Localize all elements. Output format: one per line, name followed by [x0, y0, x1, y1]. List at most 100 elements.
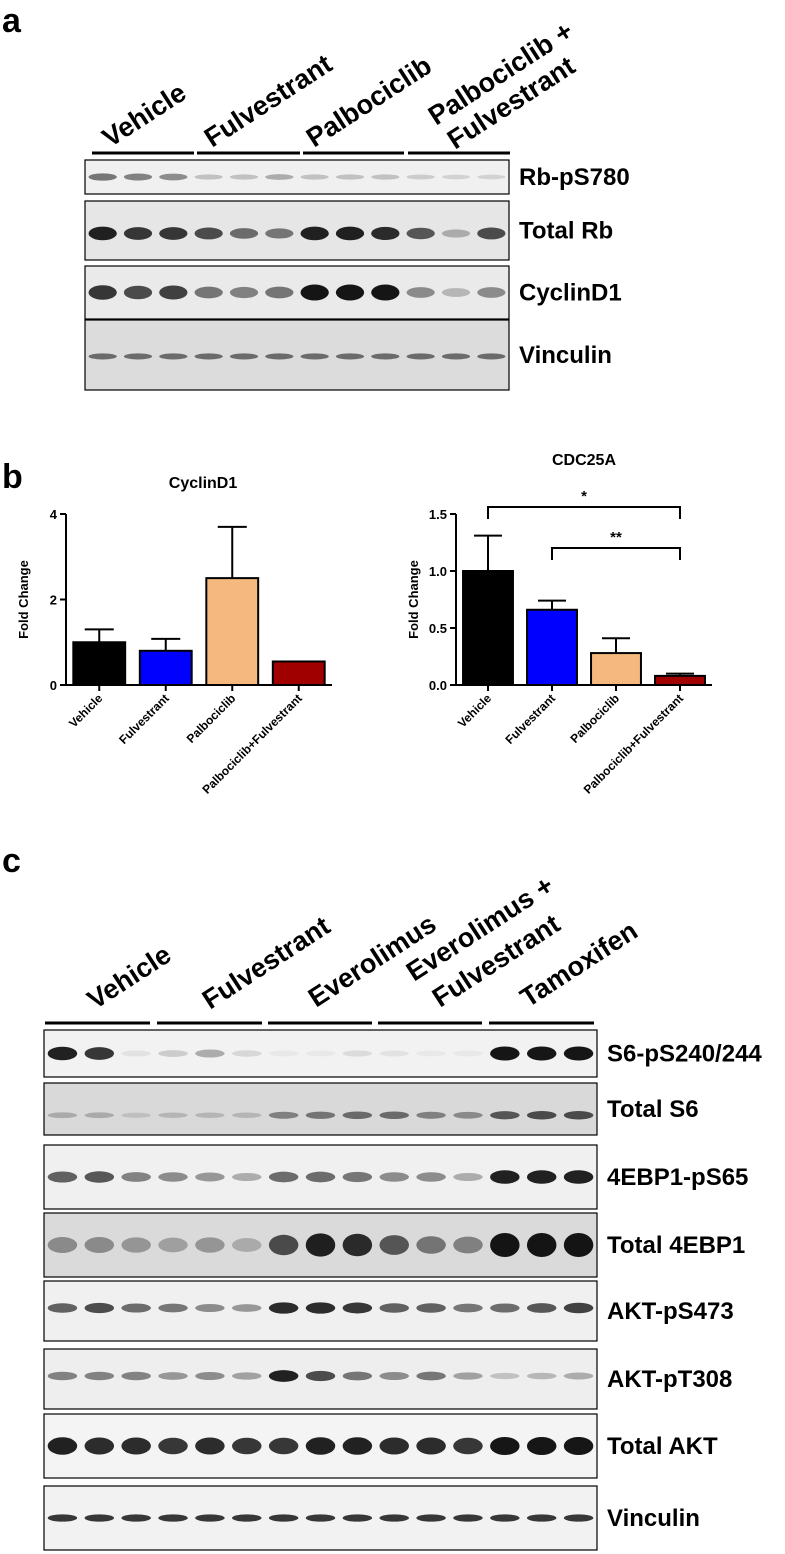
blot-band	[84, 1236, 115, 1254]
blot-band	[268, 1302, 299, 1314]
blot-band	[123, 173, 153, 181]
blot-band	[305, 1171, 336, 1183]
blot-band	[229, 228, 259, 239]
blot-band	[47, 1236, 78, 1254]
blot-band	[195, 1172, 225, 1182]
blot-band	[416, 1236, 446, 1254]
blot-band	[47, 1437, 78, 1455]
blot-band	[195, 1514, 225, 1522]
blot-band	[158, 1050, 188, 1057]
bar-palbociclib-fulvestrant	[271, 660, 326, 686]
blot-band	[477, 227, 506, 240]
blot-band	[121, 1437, 151, 1455]
blot-akt-pt308: AKT-pT308	[43, 1348, 732, 1410]
blot-band	[453, 1303, 483, 1313]
blot-band	[305, 1111, 336, 1119]
blot-band	[305, 1302, 336, 1314]
significance-bracket	[487, 506, 681, 519]
blot-frame	[84, 159, 510, 195]
blot-total-akt: Total AKT	[43, 1413, 718, 1479]
blot-band	[371, 284, 400, 301]
blot-band	[268, 1234, 299, 1256]
significance-label: *	[581, 488, 587, 505]
blot-band	[121, 1050, 151, 1057]
blot-band	[159, 285, 188, 300]
blot-band	[47, 1171, 78, 1183]
blot-band	[229, 286, 259, 299]
blot-band	[158, 1372, 188, 1380]
x-tick-label: Palbociclib	[184, 691, 239, 746]
blot-band	[342, 1437, 373, 1455]
blot-band	[526, 1372, 557, 1380]
blot-label: Vinculin	[607, 1505, 700, 1532]
blot-label: 4EBP1-pS65	[607, 1164, 748, 1191]
blot-band	[305, 1370, 336, 1382]
bar-vehicle	[462, 570, 514, 686]
blot-band	[490, 1514, 520, 1522]
blot-band	[490, 1303, 520, 1313]
blot-band	[453, 1111, 483, 1119]
blot-band	[441, 288, 471, 297]
blot-band	[563, 1372, 594, 1380]
blot-band	[158, 1437, 188, 1455]
blot-band	[47, 1371, 78, 1381]
blot-band	[477, 174, 506, 180]
blot-band	[379, 1303, 409, 1313]
blot-band	[416, 1172, 446, 1182]
blot-label: CyclinD1	[519, 280, 622, 307]
blot-band	[335, 226, 365, 241]
blot-band	[194, 174, 223, 180]
blot-band	[563, 1302, 594, 1314]
blot-band	[265, 286, 294, 299]
y-tick-label: 4	[50, 507, 58, 522]
bar-palbociclib-fulvestrant	[654, 674, 706, 687]
blot-band	[300, 284, 329, 301]
y-tick-label: 0.5	[429, 621, 447, 636]
blot-rb-ps780: Rb-pS780	[84, 159, 630, 195]
blot-label: AKT-pS473	[607, 1298, 734, 1325]
blot-band	[121, 1371, 151, 1381]
blot-band	[194, 353, 223, 360]
chart-title: CyclinD1	[169, 475, 238, 492]
blot-vinculin: Vinculin	[43, 1485, 700, 1551]
blot-band	[158, 1172, 188, 1182]
blot-band	[490, 1046, 520, 1061]
blot-band	[526, 1303, 557, 1313]
blot-band	[300, 353, 329, 360]
blot-band	[416, 1303, 446, 1313]
blot-band	[453, 1514, 483, 1522]
blot-band	[195, 1371, 225, 1381]
blot-band	[416, 1111, 446, 1119]
y-tick-label: 2	[50, 593, 57, 608]
x-tick-label: Fulvestrant	[116, 691, 172, 747]
blot-band	[490, 1111, 520, 1120]
blot-band	[88, 285, 117, 300]
blot-band	[563, 1110, 594, 1120]
x-tick-label: Fulvestrant	[502, 691, 558, 747]
blot-band	[406, 287, 435, 298]
blot-label: Vinculin	[519, 342, 612, 369]
blot-band	[84, 1047, 115, 1060]
blot-band	[526, 1233, 557, 1257]
blot-band	[441, 229, 471, 238]
blot-label: Total S6	[607, 1096, 699, 1123]
blot-cyclind1: CyclinD1	[84, 265, 622, 320]
blot-band	[232, 1304, 262, 1312]
panel-a: Vehicle Fulvestrant Palbociclib Palbocic…	[84, 16, 630, 391]
blot-band	[232, 1112, 262, 1118]
blot-s6-ps240-244: S6-pS240/244	[43, 1029, 762, 1078]
blot-band	[158, 1237, 188, 1253]
blot-band	[453, 1172, 483, 1182]
blot-band	[379, 1235, 409, 1255]
blot-band	[159, 353, 188, 360]
blot-band	[84, 1437, 115, 1455]
y-tick-label: 0	[50, 678, 57, 693]
blot-stack-a: Rb-pS780 Total Rb CyclinD1 Vinculin	[84, 159, 630, 391]
blot-band	[123, 353, 153, 360]
blot-band	[195, 1237, 225, 1253]
blot-band	[335, 284, 365, 301]
blot-band	[121, 1237, 151, 1253]
y-axis-label: Fold Change	[406, 560, 421, 639]
blot-band	[305, 1514, 336, 1522]
